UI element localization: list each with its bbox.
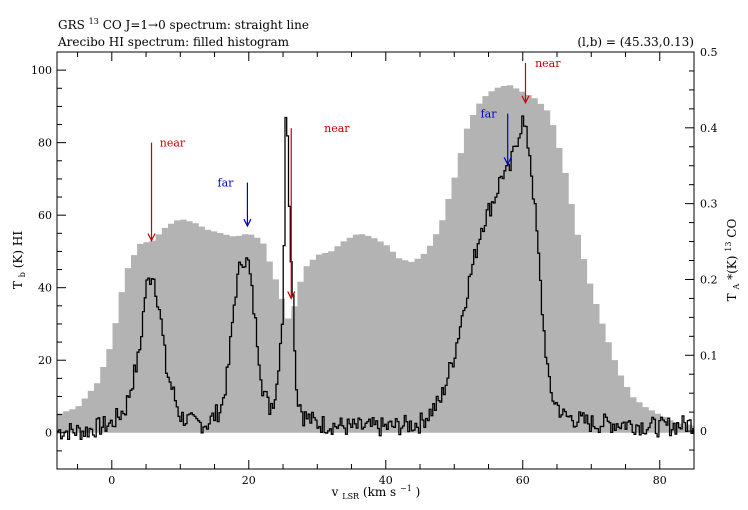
x-tick-label: 40 <box>379 474 393 487</box>
x-label-sup: −1 <box>400 484 412 493</box>
annotation-label: near <box>160 137 186 150</box>
y-left-tick-label: 80 <box>38 137 52 150</box>
annotation-arrow-head <box>521 95 530 105</box>
plot-area: near far near far near <box>57 57 694 441</box>
hi-filled-histogram <box>57 85 694 433</box>
x-tick-label: 60 <box>516 474 530 487</box>
y-left-label-sub: b <box>18 272 27 277</box>
annotation-arrow-head <box>503 157 512 166</box>
x-label-sub: LSR <box>342 492 360 501</box>
annotation-arrow-head <box>287 291 296 300</box>
y-left-tick-label: 20 <box>38 354 52 367</box>
y-right-tick-label: 0 <box>700 425 707 438</box>
y-left-label-rest: (K) HI <box>11 231 25 269</box>
y-right-label-sub: A <box>732 283 741 290</box>
annotation-far-4: far <box>481 108 512 166</box>
y-left-tick-label: 0 <box>45 427 52 440</box>
annotation-label: far <box>218 177 235 190</box>
axes-layer: 0 20 40 60 80 0 20 40 60 80 100 0 0.1 0.2 0.3 0.4 0.5 <box>31 46 718 487</box>
x-tick-label: 20 <box>242 474 256 487</box>
y-left-label-main: T <box>11 281 25 289</box>
x-label-main: v <box>331 485 339 499</box>
y-right-tick-label: 0.1 <box>700 349 718 362</box>
header-line1-prefix: GRS <box>58 18 85 32</box>
y-right-tick-label: 0.5 <box>700 46 718 59</box>
annotation-near-3: near <box>287 122 350 300</box>
chart-header-line1: GRS 13 CO J=1→0 spectrum: straight line <box>58 13 309 32</box>
chart-header-line2: Arecibo HI spectrum: filled histogram <box>57 35 290 49</box>
annotation-label: far <box>481 108 498 121</box>
y-right-label-main: T <box>725 293 739 301</box>
header-line1-suffix: CO J=1→0 spectrum: straight line <box>103 18 309 32</box>
y-right-tick-label: 0.3 <box>700 198 718 211</box>
x-tick-label: 0 <box>108 474 115 487</box>
x-label-rest: (km s <box>363 485 396 499</box>
y-right-label-sup: 13 <box>724 242 733 252</box>
coords-label: (l,b) = (45.33,0.13) <box>577 35 694 49</box>
y-right-label-end: CO <box>725 219 739 238</box>
y-right-label-mid: *(K) <box>725 252 739 280</box>
co-step-line <box>57 115 694 441</box>
annotation-arrow-head <box>243 218 252 228</box>
annotation-near-5: near <box>521 57 561 105</box>
y-right-tick-label: 0.4 <box>700 122 718 135</box>
y-right-tick-label: 0.2 <box>700 273 718 286</box>
x-tick-label: 80 <box>653 474 667 487</box>
y-left-axis-label: T b (K) HI <box>11 231 28 289</box>
y-right-axis-label: T A *(K) 13 CO <box>720 219 742 302</box>
x-label-end: ) <box>416 485 421 499</box>
annotation-label: near <box>535 57 561 70</box>
annotation-far-2: far <box>218 177 252 228</box>
y-left-tick-label: 100 <box>31 64 52 77</box>
x-axis-label: v LSR (km s −1 ) <box>331 480 421 502</box>
annotation-label: near <box>324 122 350 135</box>
annotation-near-1: near <box>147 137 186 242</box>
annotation-arrow-head <box>147 233 156 242</box>
y-left-tick-label: 60 <box>38 209 52 222</box>
y-left-tick-label: 40 <box>38 282 52 295</box>
header-line1-sup: 13 <box>89 17 99 26</box>
